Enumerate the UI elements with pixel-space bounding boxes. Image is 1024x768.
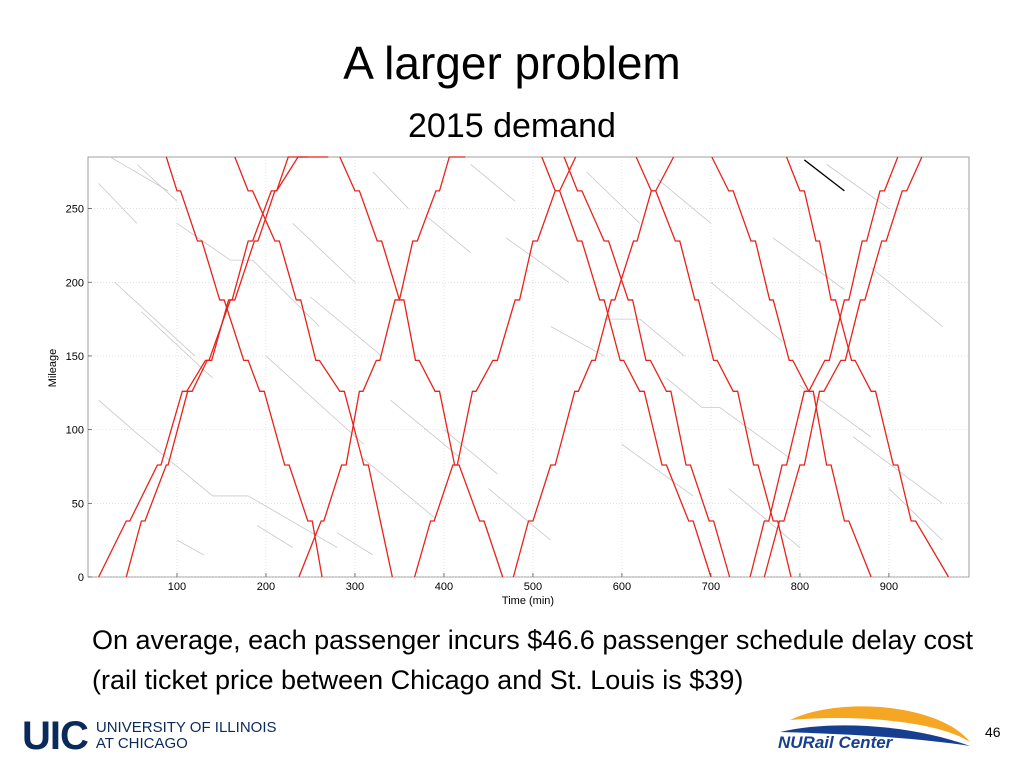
y-axis-label: Mileage — [47, 349, 59, 388]
train-trajectory — [749, 156, 899, 578]
train-trajectory — [339, 156, 504, 578]
grid — [88, 157, 969, 578]
train-trajectory — [541, 156, 712, 578]
passenger-trajectory — [390, 399, 463, 460]
passenger-trajectory — [506, 237, 569, 283]
passenger-trajectory — [719, 407, 792, 460]
passenger-trajectory — [265, 355, 365, 445]
passenger-trajectory — [488, 488, 552, 541]
y-tick-label: 100 — [66, 425, 84, 437]
y-tick-label: 0 — [78, 572, 84, 584]
passenger-trajectory — [98, 399, 133, 430]
passenger-trajectory — [621, 444, 694, 497]
y-tick-label: 150 — [66, 351, 84, 363]
passenger-trajectory — [870, 267, 943, 327]
passenger-trajectory — [826, 164, 890, 209]
train-trajectories — [98, 156, 950, 578]
passenger-trajectory — [666, 377, 703, 408]
y-tick-label: 250 — [66, 204, 84, 216]
x-axis-label: Time (min) — [502, 595, 554, 607]
uic-wordmark: UIC — [22, 714, 89, 758]
train-trajectory — [635, 156, 792, 578]
y-tick-label: 200 — [66, 277, 84, 289]
highlight-layer — [803, 159, 845, 192]
passenger-trajectory — [470, 164, 516, 202]
uic-logo: UIC UNIVERSITY OF ILLINOIS AT CHICAGO — [22, 714, 277, 758]
passenger-trajectory — [292, 223, 356, 283]
uic-name: UNIVERSITY OF ILLINOIS AT CHICAGO — [96, 720, 277, 752]
y-tick-label: 50 — [72, 498, 84, 510]
passenger-trajectory — [372, 171, 409, 209]
passenger-trajectory — [185, 473, 213, 497]
train-trajectory — [563, 156, 731, 578]
train-trajectory — [125, 156, 329, 578]
passenger-trajectory — [252, 259, 320, 327]
train-trajectory — [711, 156, 872, 578]
passenger-trajectory — [550, 326, 605, 357]
plot-area — [87, 156, 970, 578]
x-tick-label: 800 — [791, 581, 809, 593]
x-tick-label: 900 — [880, 581, 898, 593]
passenger-trajectory — [114, 281, 196, 357]
nurail-swoosh-icon — [780, 706, 970, 746]
x-tick-label: 600 — [613, 581, 631, 593]
train-trajectory — [234, 156, 393, 578]
passenger-trajectory — [772, 237, 845, 290]
passenger-trajectory — [98, 183, 138, 224]
time-space-chart: 0 50 100 150 200 250 100 200 300 400 500 600 700 800… — [47, 156, 970, 607]
passenger-trajectory — [888, 488, 943, 541]
train-trajectory — [763, 156, 923, 578]
passenger-trajectory — [132, 429, 187, 475]
passenger-trajectory — [110, 156, 169, 192]
x-tick-label: 400 — [435, 581, 453, 593]
passenger-trajectory — [336, 532, 373, 556]
x-tick-label: 700 — [702, 581, 720, 593]
nurail-label: NURail Center — [778, 733, 893, 752]
passenger-trajectory — [853, 436, 943, 504]
train-trajectory — [165, 156, 323, 578]
passenger-trajectory — [799, 385, 872, 438]
passenger-trajectory — [657, 178, 712, 224]
passenger-trajectory — [586, 171, 641, 224]
passenger-trajectory — [136, 164, 178, 202]
passenger-trajectory — [425, 215, 471, 254]
passenger-trajectory — [176, 222, 231, 261]
x-tick-label: 100 — [168, 581, 186, 593]
slide-title: A larger problem — [343, 37, 681, 89]
slide-subtitle: 2015 demand — [408, 107, 616, 145]
summary-text: On average, each passenger incurs $46.6 … — [92, 625, 974, 695]
passenger-trajectory — [256, 525, 293, 548]
passenger-trajectory — [710, 281, 783, 342]
passenger-trajectory — [310, 296, 382, 357]
passenger-trajectory — [728, 488, 801, 548]
uic-name-line2: AT CHICAGO — [95, 735, 188, 752]
train-trajectory — [785, 156, 950, 578]
passenger-trajectories — [98, 156, 943, 556]
x-tick-label: 200 — [257, 581, 275, 593]
x-axis: 100 200 300 400 500 600 700 800 900 — [168, 573, 898, 593]
train-trajectory — [512, 156, 675, 578]
highlight-trajectory — [803, 159, 845, 192]
x-tick-label: 300 — [346, 581, 364, 593]
passenger-trajectory — [443, 429, 498, 475]
passenger-trajectory — [247, 495, 338, 548]
train-trajectory — [298, 156, 466, 578]
uic-name-line1: UNIVERSITY OF ILLINOIS — [95, 719, 277, 736]
passenger-trajectory — [363, 458, 436, 519]
x-tick-label: 500 — [524, 581, 542, 593]
passenger-trajectory — [639, 318, 685, 357]
passenger-trajectory — [176, 539, 204, 556]
y-axis: 0 50 100 150 200 250 — [66, 204, 92, 584]
page-number: 46 — [985, 724, 1001, 740]
train-trajectory — [413, 156, 577, 578]
